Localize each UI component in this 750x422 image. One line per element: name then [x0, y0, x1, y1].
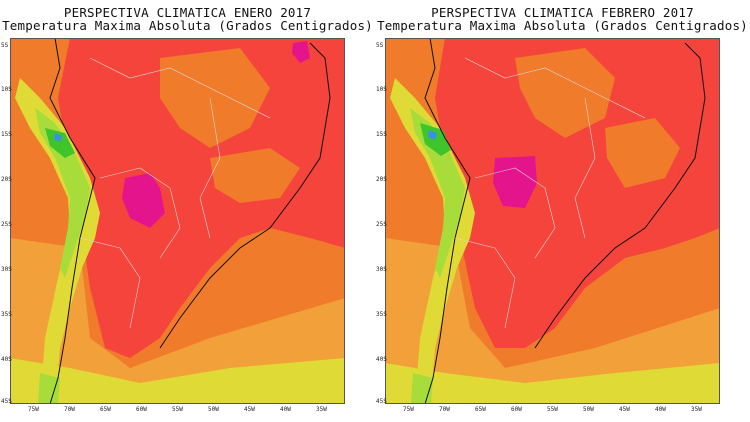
borders: [454, 57, 646, 329]
lat-label: 25S: [1, 221, 12, 228]
extreme-heat-spot: [292, 41, 310, 63]
lon-label: 45W: [619, 406, 630, 413]
lat-label: 15S: [376, 131, 387, 138]
lat-label: 35S: [376, 311, 387, 318]
lat-label: 40S: [1, 356, 12, 363]
map-frame: [385, 38, 720, 404]
lon-label: 50W: [208, 406, 219, 413]
panel-february: PERSPECTIVA CLIMATICA FEBRERO 2017 Tempe…: [375, 0, 750, 422]
andes-green-light: [410, 108, 465, 278]
map-frame: [10, 38, 345, 404]
lon-label: 70W: [439, 406, 450, 413]
lon-label: 75W: [28, 406, 39, 413]
borders: [79, 57, 271, 329]
andes-band: [15, 78, 100, 404]
cooler-region: [10, 238, 345, 404]
lon-label: 60W: [136, 406, 147, 413]
orange-patch: [515, 48, 615, 138]
lon-label: 70W: [64, 406, 75, 413]
lat-label: 45S: [376, 398, 387, 405]
andes-green-light: [35, 108, 90, 278]
lon-label: 55W: [172, 406, 183, 413]
lon-label: 75W: [403, 406, 414, 413]
map-title: PERSPECTIVA CLIMATICA ENERO 2017: [63, 5, 312, 20]
cold-spot: [428, 130, 437, 140]
map-subtitle: Temperatura Maxima Absoluta (Grados Cent…: [377, 18, 748, 33]
hot-region: [58, 38, 345, 358]
temperature-map-svg: [385, 38, 720, 404]
west-coastline: [49, 38, 96, 404]
yellow-region: [10, 358, 345, 404]
lat-label: 5S: [376, 42, 384, 49]
climate-map: 5S 10S 15S 20S 25S 30S 35S 40S 45S: [376, 38, 720, 405]
lon-label: 65W: [475, 406, 486, 413]
lat-label: 25S: [376, 221, 387, 228]
lat-label: 10S: [1, 86, 12, 93]
patagonia-green: [38, 373, 60, 404]
lat-label: 10S: [376, 86, 387, 93]
extreme-heat-spot: [122, 173, 165, 228]
orange-patch: [210, 148, 300, 203]
extreme-heat-spot: [493, 156, 537, 208]
temperature-map-svg: [10, 38, 345, 404]
lat-label: 5S: [1, 42, 9, 49]
lat-label: 30S: [1, 266, 12, 273]
lat-label: 40S: [376, 356, 387, 363]
map-subtitle: Temperatura Maxima Absoluta (Grados Cent…: [2, 18, 373, 33]
andes-green: [420, 123, 451, 156]
lon-label: 40W: [280, 406, 291, 413]
lon-label: 55W: [547, 406, 558, 413]
andes-band: [390, 78, 475, 404]
lon-label: 60W: [511, 406, 522, 413]
cooler-region: [385, 238, 720, 404]
map-title: PERSPECTIVA CLIMATICA FEBRERO 2017: [431, 5, 694, 20]
lat-label: 20S: [376, 176, 387, 183]
west-coastline: [424, 38, 471, 404]
east-coastline: [159, 42, 331, 349]
lon-label: 35W: [316, 406, 327, 413]
east-coastline: [534, 42, 706, 349]
lon-label: 40W: [655, 406, 666, 413]
yellow-region: [385, 363, 720, 404]
climate-map: 5S 10S 15S 20S 25S 30S 35S 40S 45S: [1, 38, 345, 405]
panel-january: PERSPECTIVA CLIMATICA ENERO 2017 Tempera…: [1, 5, 373, 413]
andes-green: [45, 128, 75, 158]
lat-label: 30S: [376, 266, 387, 273]
lon-label: 35W: [691, 406, 702, 413]
orange-patch: [160, 48, 270, 148]
lon-label: 65W: [100, 406, 111, 413]
lat-label: 20S: [1, 176, 12, 183]
orange-patch: [605, 118, 680, 188]
lat-label: 15S: [1, 131, 12, 138]
lat-label: 45S: [1, 398, 12, 405]
cold-spot: [54, 133, 62, 142]
lon-label: 45W: [244, 406, 255, 413]
lat-label: 35S: [1, 311, 12, 318]
lon-label: 50W: [583, 406, 594, 413]
